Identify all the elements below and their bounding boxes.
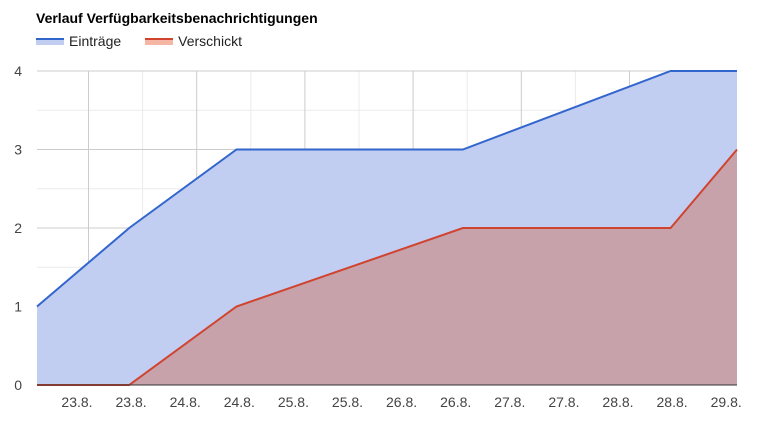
legend-item-verschickt[interactable]: Verschickt (145, 33, 242, 49)
chart-title: Verlauf Verfügbarkeitsbenachrichtigungen (36, 10, 318, 26)
x-tick-label: 26.8. (440, 394, 471, 410)
x-tick-label: 24.8. (224, 394, 255, 410)
y-tick-label: 3 (14, 142, 22, 158)
x-tick-label: 28.8. (657, 394, 688, 410)
y-tick-label: 2 (14, 220, 22, 236)
x-tick-labels: 23.8. 23.8. 24.8. 24.8. 25.8. 25.8. 26.8. 26.8.… (61, 394, 741, 410)
legend: Einträge Verschickt (36, 33, 266, 49)
x-tick-label: 27.8. (494, 394, 525, 410)
y-tick-label: 0 (14, 377, 22, 393)
legend-swatch-eintraege (36, 37, 64, 45)
legend-label-eintraege: Einträge (69, 33, 122, 49)
legend-label-verschickt: Verschickt (178, 33, 242, 49)
y-tick-labels: 0 1 2 3 4 (14, 63, 22, 393)
y-tick-label: 1 (14, 299, 22, 315)
y-tick-label: 4 (14, 63, 22, 79)
x-tick-label: 25.8. (332, 394, 363, 410)
line-eintraege[interactable] (36, 70, 737, 308)
legend-item-eintraege[interactable]: Einträge (36, 33, 121, 49)
series-areas (37, 71, 737, 385)
x-tick-label: 29.8. (711, 394, 742, 410)
area-verschickt (37, 149, 737, 385)
x-tick-label: 28.8. (602, 394, 633, 410)
x-tick-label: 25.8. (278, 394, 309, 410)
x-tick-label: 24.8. (170, 394, 201, 410)
x-tick-label: 26.8. (386, 394, 417, 410)
x-tick-label: 23.8. (116, 394, 147, 410)
x-tick-label: 27.8. (548, 394, 579, 410)
x-tick-label: 23.8. (61, 394, 92, 410)
legend-swatch-verschickt (145, 37, 174, 45)
